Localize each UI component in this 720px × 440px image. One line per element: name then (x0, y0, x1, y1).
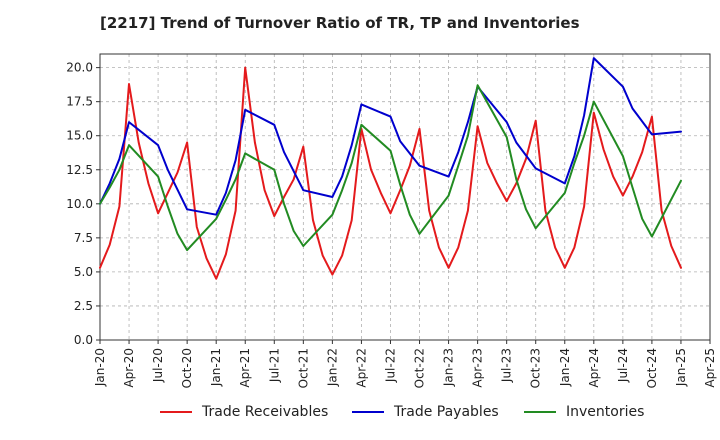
x-tick-label: Apr-22 (354, 348, 368, 388)
y-tick-label: 7.5 (74, 231, 93, 245)
x-tick-label: Jan-22 (325, 348, 339, 387)
y-axis: 0.0 2.5 5.0 7.5 10.0 12.5 15.0 17.5 20.0 (66, 61, 100, 347)
x-tick-label: Apr-20 (122, 348, 136, 388)
legend-swatch-trade-receivables (160, 411, 192, 413)
legend-label-inventories: Inventories (566, 404, 645, 420)
legend-swatch-inventories (524, 411, 556, 413)
x-tick-label: Jul-22 (383, 348, 397, 383)
legend-item-trade-receivables: Trade Receivables (160, 404, 328, 420)
x-tick-label: Jan-25 (674, 348, 688, 387)
x-tick-label: Jul-20 (151, 348, 165, 383)
x-tick-label: Jan-23 (442, 348, 456, 387)
y-tick-label: 10.0 (66, 197, 93, 211)
series-line-trade-receivables (99, 66, 682, 280)
x-tick-label: Jan-24 (558, 348, 572, 387)
x-tick-label: Oct-24 (645, 348, 659, 388)
series-lines (99, 57, 682, 280)
y-tick-label: 12.5 (66, 163, 93, 177)
x-tick-label: Oct-20 (180, 348, 194, 388)
y-tick-label: 17.5 (66, 95, 93, 109)
x-tick-label: Jul-21 (267, 348, 281, 383)
series-line-trade-payables (99, 57, 682, 216)
y-tick-label: 2.5 (74, 299, 93, 313)
x-tick-label: Apr-24 (587, 348, 601, 388)
x-tick-label: Jul-24 (616, 348, 630, 383)
y-tick-label: 5.0 (74, 265, 93, 279)
x-tick-label: Jul-23 (500, 348, 514, 383)
legend-label-trade-payables: Trade Payables (394, 404, 499, 420)
y-tick-label: 0.0 (74, 333, 93, 347)
legend: Trade Receivables Trade Payables Invento… (0, 404, 720, 426)
x-tick-label: Oct-23 (529, 348, 543, 388)
y-tick-label: 15.0 (66, 129, 93, 143)
x-tick-label: Apr-25 (703, 348, 717, 388)
x-tick-label: Apr-21 (238, 348, 252, 388)
legend-item-inventories: Inventories (524, 404, 644, 420)
x-tick-label: Oct-22 (413, 348, 427, 388)
series-line-inventories (99, 84, 682, 252)
x-tick-label: Jan-21 (209, 348, 223, 387)
x-tick-label: Apr-23 (471, 348, 485, 388)
chart-title: [2217] Trend of Turnover Ratio of TR, TP… (100, 14, 580, 32)
x-tick-label: Oct-21 (296, 348, 310, 388)
x-axis: Jan-20 Apr-20 Jul-20 Oct-20 Jan-21 Apr-21 Jul-… (93, 340, 717, 388)
legend-swatch-trade-payables (352, 411, 384, 413)
x-tick-label: Jan-20 (93, 348, 107, 387)
plot-frame (99, 53, 711, 341)
legend-label-trade-receivables: Trade Receivables (202, 404, 329, 420)
legend-item-trade-payables: Trade Payables (352, 404, 499, 420)
y-tick-label: 20.0 (66, 61, 93, 75)
